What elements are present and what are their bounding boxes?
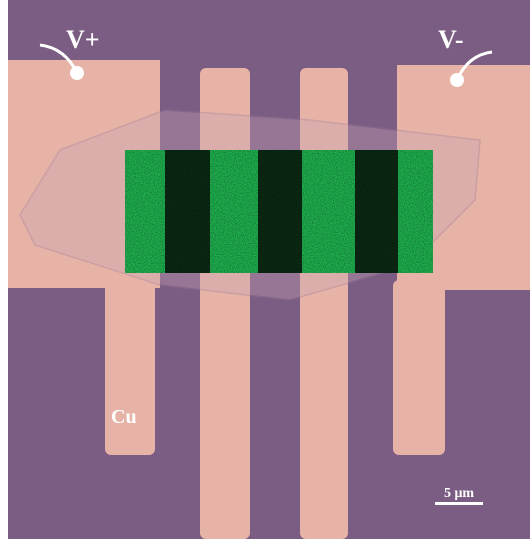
label-v-minus: V- (438, 25, 464, 54)
eds-map (125, 150, 433, 273)
label-v-plus: V+ (66, 25, 100, 54)
scale-bar (435, 502, 483, 505)
micrograph: V+ V- Cu 5 μm (0, 0, 530, 539)
left-finger (105, 280, 155, 455)
probe-contact (70, 66, 84, 80)
probe-contact (450, 73, 464, 87)
label-material: Cu (111, 406, 137, 428)
eds-noise (125, 150, 433, 273)
right-finger (393, 280, 445, 455)
scale-bar-label: 5 μm (444, 486, 474, 501)
